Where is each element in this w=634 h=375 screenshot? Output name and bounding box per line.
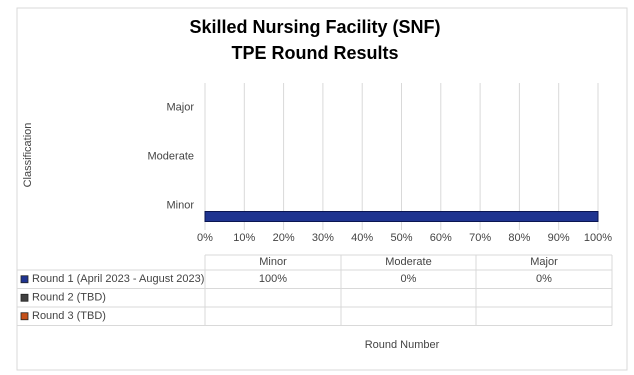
- x-tick-label: 20%: [273, 232, 295, 244]
- table-cell: 0%: [536, 273, 552, 285]
- legend-label: Round 1 (April 2023 - August 2023): [32, 273, 204, 285]
- y-tick-label: Minor: [166, 199, 194, 211]
- table-header: Moderate: [385, 256, 431, 268]
- x-tick-label: 0%: [197, 232, 213, 244]
- y-tick-label: Major: [166, 101, 194, 113]
- bar: [204, 211, 599, 222]
- legend-swatch: [20, 312, 29, 321]
- legend-label: Round 3 (TBD): [32, 310, 106, 322]
- chart-title: TPE Round Results: [231, 43, 398, 63]
- chart-border: [16, 7, 628, 371]
- y-axis-title: Classification: [22, 123, 34, 188]
- y-tick-label: Moderate: [148, 150, 194, 162]
- table-cell: 0%: [401, 273, 417, 285]
- chart-title: Skilled Nursing Facility (SNF): [189, 17, 440, 37]
- legend-swatch: [20, 275, 29, 284]
- x-tick-label: 70%: [469, 232, 491, 244]
- x-tick-label: 80%: [508, 232, 530, 244]
- x-tick-label: 30%: [312, 232, 334, 244]
- x-tick-label: 100%: [584, 232, 612, 244]
- x-tick-label: 10%: [233, 232, 255, 244]
- x-tick-label: 60%: [430, 232, 452, 244]
- table-header: Major: [530, 256, 558, 268]
- x-tick-label: 90%: [548, 232, 570, 244]
- x-axis-title: Round Number: [365, 339, 440, 351]
- table-header: Minor: [259, 256, 287, 268]
- x-tick-label: 40%: [351, 232, 373, 244]
- legend-label: Round 2 (TBD): [32, 292, 106, 304]
- x-tick-label: 50%: [390, 232, 412, 244]
- table-cell: 100%: [259, 273, 287, 285]
- legend-swatch: [20, 293, 29, 302]
